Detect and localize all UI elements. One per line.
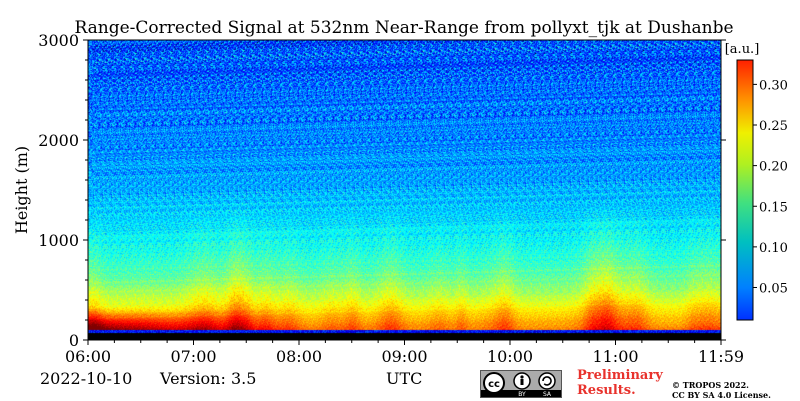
copyright-line-1: © TROPOS 2022. — [672, 380, 749, 390]
x-tick-label: 06:00 — [65, 347, 111, 366]
copyright-line-2: CC BY SA 4.0 License. — [672, 390, 771, 400]
colorbar-unit: [a.u.] — [725, 42, 760, 57]
x-axis: 06:00 07:00 08:00 09:00 10:00 11:00 11:59 — [65, 340, 744, 366]
colorbar — [736, 59, 754, 321]
x-tick-label: 11:59 — [698, 347, 744, 366]
colorbar-tick-label: 0.30 — [759, 78, 788, 93]
date-label: 2022-10-10 — [40, 369, 133, 388]
colorbar-tick-label: 0.05 — [759, 282, 788, 297]
copyright-note: © TROPOS 2022. CC BY SA 4.0 License. — [672, 380, 771, 400]
preliminary-line-2: Results. — [577, 383, 636, 398]
svg-text:cc: cc — [488, 379, 500, 390]
x-tick-label: 10:00 — [487, 347, 533, 366]
y-tick-label: 2000 — [38, 131, 79, 150]
x-tick-label: 07:00 — [170, 347, 216, 366]
signal-heatmap — [88, 40, 721, 340]
x-tick-label: 08:00 — [276, 347, 322, 366]
y-axis: 0 1000 2000 3000 — [38, 31, 726, 350]
svg-text:BY: BY — [518, 391, 526, 397]
y-tick-label: 1000 — [38, 231, 79, 250]
cc-by-sa-icon: cc BY SA — [481, 371, 561, 398]
y-axis-label: Height (m) — [12, 146, 31, 234]
plot-frame — [87, 39, 722, 341]
preliminary-results-note: Preliminary Results. — [577, 368, 663, 398]
colorbar-tick-label: 0.25 — [759, 119, 788, 134]
x-axis-label: UTC — [386, 369, 423, 388]
preliminary-line-1: Preliminary — [577, 368, 663, 383]
y-tick-label: 0 — [69, 331, 79, 350]
x-tick-label: 11:00 — [592, 347, 638, 366]
cc-license-badge: cc BY SA — [480, 370, 562, 398]
colorbar-tick-label: 0.15 — [759, 200, 788, 215]
x-tick-label: 09:00 — [381, 347, 427, 366]
chart-title: Range-Corrected Signal at 532nm Near-Ran… — [74, 18, 733, 38]
version-label: Version: 3.5 — [160, 369, 257, 388]
svg-text:SA: SA — [543, 391, 552, 397]
colorbar-ticks: 0.05 0.10 0.15 0.20 0.25 0.30 — [753, 78, 788, 297]
colorbar-tick-label: 0.20 — [759, 160, 788, 175]
colorbar-tick-label: 0.10 — [759, 241, 788, 256]
y-tick-label: 3000 — [38, 31, 79, 50]
